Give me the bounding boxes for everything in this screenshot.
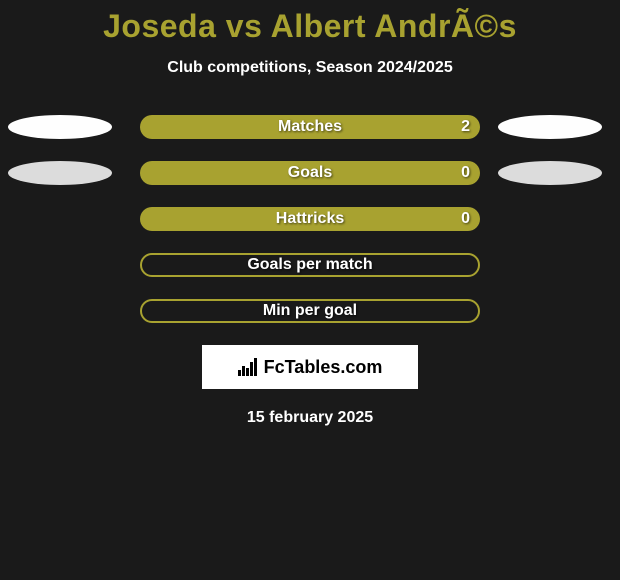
date-text: 15 february 2025	[247, 409, 373, 427]
stat-row-goals-per-match: Goals per match	[0, 253, 620, 277]
stat-row-matches: Matches 2	[0, 115, 620, 139]
stat-bar: Goals per match	[140, 253, 480, 277]
stat-label: Matches	[278, 118, 342, 136]
stat-bar: Hattricks 0	[140, 207, 480, 231]
logo-text: FcTables.com	[264, 357, 383, 378]
logo-box: FcTables.com	[202, 345, 418, 389]
stat-bar: Goals 0	[140, 161, 480, 185]
right-ellipse	[498, 161, 602, 185]
stat-label: Hattricks	[276, 210, 344, 228]
right-ellipse	[498, 115, 602, 139]
stats-list: Matches 2 Goals 0 Hattricks 0 Goals per …	[0, 115, 620, 323]
chart-icon	[238, 358, 260, 376]
infographic-container: Joseda vs Albert AndrÃ©s Club competitio…	[0, 0, 620, 427]
left-ellipse	[8, 115, 112, 139]
stat-label: Goals per match	[247, 256, 372, 274]
left-ellipse	[8, 161, 112, 185]
stat-row-min-per-goal: Min per goal	[0, 299, 620, 323]
subtitle: Club competitions, Season 2024/2025	[167, 59, 452, 77]
stat-value: 0	[461, 210, 470, 228]
stat-label: Goals	[288, 164, 332, 182]
stat-value: 0	[461, 164, 470, 182]
stat-row-hattricks: Hattricks 0	[0, 207, 620, 231]
stat-value: 2	[461, 118, 470, 136]
stat-row-goals: Goals 0	[0, 161, 620, 185]
stat-label: Min per goal	[263, 302, 357, 320]
page-title: Joseda vs Albert AndrÃ©s	[103, 8, 517, 45]
stat-bar: Matches 2	[140, 115, 480, 139]
stat-bar: Min per goal	[140, 299, 480, 323]
